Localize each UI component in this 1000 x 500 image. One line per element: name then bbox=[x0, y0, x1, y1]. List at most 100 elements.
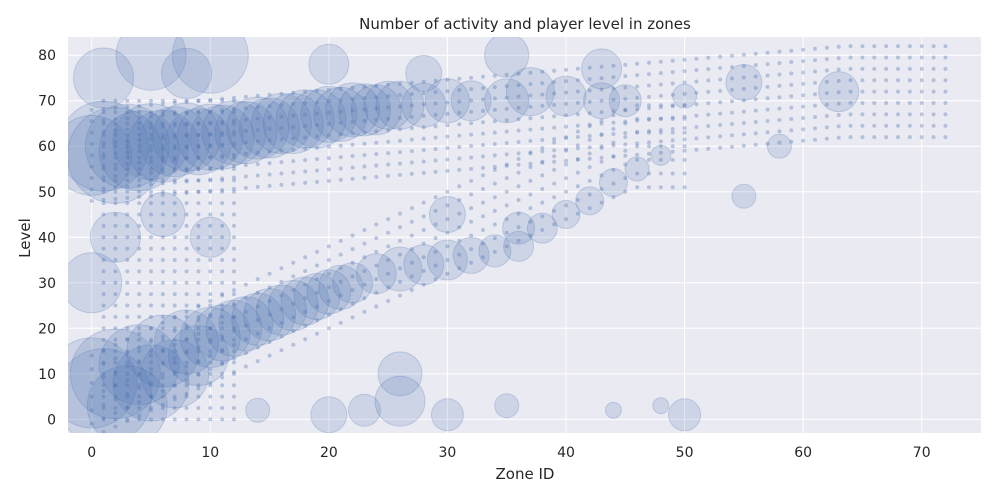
scatter-point-small bbox=[208, 212, 213, 217]
scatter-point-small bbox=[113, 342, 118, 347]
scatter-point-small bbox=[504, 84, 509, 89]
scatter-point-small bbox=[172, 189, 177, 194]
scatter-point bbox=[98, 324, 180, 406]
scatter-point-small bbox=[647, 103, 651, 108]
scatter-point-small bbox=[362, 227, 367, 232]
scatter-point-small bbox=[172, 112, 177, 117]
scatter-point-small bbox=[599, 118, 604, 123]
scatter-point-small bbox=[907, 44, 912, 49]
scatter-point-small bbox=[208, 394, 213, 399]
scatter-point-small bbox=[113, 98, 118, 103]
data-points bbox=[68, 37, 948, 433]
scatter-point-small bbox=[694, 147, 699, 152]
scatter-point-small bbox=[409, 260, 414, 265]
scatter-point-small bbox=[469, 144, 474, 149]
scatter-point-small bbox=[196, 212, 201, 217]
scatter-point-small bbox=[896, 66, 900, 71]
scatter-point bbox=[403, 244, 445, 286]
scatter-point-small bbox=[220, 334, 225, 339]
scatter-point-small bbox=[172, 123, 177, 128]
scatter-point-small bbox=[172, 235, 177, 240]
scatter-point-small bbox=[445, 271, 450, 276]
scatter-point bbox=[189, 216, 231, 258]
scatter-point-small bbox=[552, 102, 557, 107]
scatter-point-small bbox=[101, 361, 106, 366]
scatter-point-small bbox=[220, 153, 225, 158]
x-tick-label: 50 bbox=[676, 445, 694, 461]
scatter-point-small bbox=[291, 170, 296, 175]
scatter-point-small bbox=[599, 155, 604, 160]
scatter-point-small bbox=[196, 189, 201, 194]
scatter-point-small bbox=[670, 144, 675, 149]
scatter-point-small bbox=[125, 223, 130, 228]
scatter-point-small bbox=[267, 339, 272, 344]
scatter-point-small bbox=[137, 149, 142, 154]
scatter-point-small bbox=[279, 114, 284, 119]
scatter-point-small bbox=[255, 318, 260, 323]
scatter-point-small bbox=[528, 150, 533, 155]
scatter-point-small bbox=[208, 97, 213, 102]
scatter-point-small bbox=[137, 337, 142, 342]
scatter-point-small bbox=[398, 104, 402, 109]
scatter-point-small bbox=[504, 176, 509, 181]
scatter-point-small bbox=[149, 121, 153, 126]
scatter-point-small bbox=[409, 219, 414, 224]
scatter-point bbox=[313, 86, 369, 142]
scatter-point-small bbox=[694, 125, 699, 130]
scatter-point bbox=[430, 398, 464, 432]
scatter-point-small bbox=[196, 167, 201, 172]
scatter-point-small bbox=[208, 326, 213, 331]
scatter-point-small bbox=[741, 121, 746, 126]
scatter-point-small bbox=[504, 230, 509, 235]
scatter-point-small bbox=[160, 417, 165, 422]
scatter-point-small bbox=[575, 211, 580, 216]
scatter-point-small bbox=[196, 280, 201, 285]
scatter-point-small bbox=[101, 98, 106, 103]
scatter-point-small bbox=[89, 153, 94, 158]
scatter-point-small bbox=[943, 112, 948, 117]
scatter-point-small bbox=[196, 132, 201, 137]
scatter-point-small bbox=[196, 318, 201, 323]
scatter-point-small bbox=[564, 148, 568, 153]
scatter-point-small bbox=[896, 101, 900, 105]
scatter-point-small bbox=[457, 266, 462, 271]
scatter-point-small bbox=[623, 189, 628, 194]
scatter-point-small bbox=[232, 342, 236, 347]
scatter-point-small bbox=[113, 349, 118, 354]
scatter-point-small bbox=[350, 119, 355, 124]
scatter-point-small bbox=[208, 120, 213, 125]
scatter-point-small bbox=[125, 144, 130, 149]
scatter-point-small bbox=[149, 193, 153, 198]
scatter-point-small bbox=[291, 329, 296, 334]
scatter-point-small bbox=[599, 64, 604, 69]
scatter-point-small bbox=[350, 97, 355, 102]
scatter-point bbox=[608, 84, 642, 118]
scatter-point-small bbox=[575, 170, 580, 175]
scatter-point-small bbox=[291, 136, 296, 141]
scatter-point bbox=[115, 37, 187, 91]
scatter-point-small bbox=[469, 109, 474, 114]
scatter-point-small bbox=[89, 380, 94, 385]
scatter-point-small bbox=[326, 156, 331, 161]
scatter-point-small bbox=[943, 44, 948, 49]
scatter-point-small bbox=[658, 157, 663, 162]
scatter-point-small bbox=[540, 115, 545, 120]
scatter-point-small bbox=[125, 419, 130, 424]
scatter-point-small bbox=[611, 97, 616, 102]
scatter-point-small bbox=[931, 66, 936, 71]
scatter-point-small bbox=[89, 187, 94, 192]
scatter-point-small bbox=[528, 70, 533, 75]
scatter-point-small bbox=[445, 89, 450, 94]
scatter-point-small bbox=[232, 288, 236, 293]
scatter-point-small bbox=[540, 149, 545, 154]
scatter-point-small bbox=[611, 154, 616, 159]
scatter-point-small bbox=[113, 189, 118, 194]
scatter-point-small bbox=[409, 247, 414, 252]
scatter-point-small bbox=[255, 173, 260, 178]
scatter-point-small bbox=[184, 133, 189, 138]
scatter-point bbox=[374, 375, 426, 427]
scatter-point-small bbox=[149, 114, 153, 119]
scatter-point-small bbox=[315, 263, 319, 268]
scatter-point-small bbox=[398, 293, 402, 298]
scatter-point-small bbox=[208, 360, 213, 365]
